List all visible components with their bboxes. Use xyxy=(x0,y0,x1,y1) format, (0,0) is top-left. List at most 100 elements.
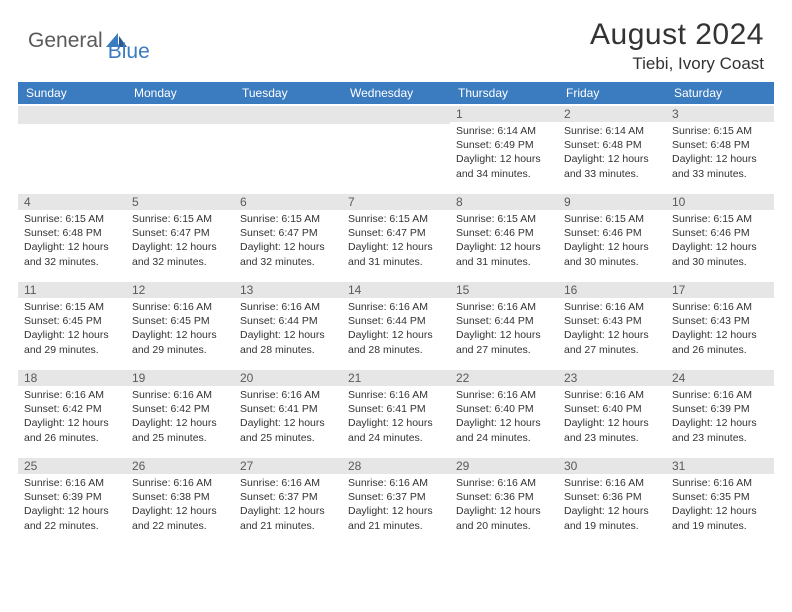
sunrise-text: Sunrise: 6:16 AM xyxy=(672,388,768,402)
sunset-text: Sunset: 6:39 PM xyxy=(24,490,120,504)
logo: General Blue xyxy=(28,18,150,64)
sunset-text: Sunset: 6:41 PM xyxy=(240,402,336,416)
sunrise-text: Sunrise: 6:16 AM xyxy=(240,388,336,402)
sunrise-text: Sunrise: 6:15 AM xyxy=(456,212,552,226)
day-number-bar: 8 xyxy=(450,194,558,210)
day-info: Sunrise: 6:16 AMSunset: 6:37 PMDaylight:… xyxy=(240,476,336,533)
sunrise-text: Sunrise: 6:16 AM xyxy=(456,476,552,490)
day-number-bar: 9 xyxy=(558,194,666,210)
day-cell: 2 Sunrise: 6:14 AMSunset: 6:48 PMDaylight… xyxy=(558,104,666,192)
day-number-bar: 23 xyxy=(558,370,666,386)
day-number-bar: 13 xyxy=(234,282,342,298)
day-number: 5 xyxy=(132,195,228,209)
day-number-bar: 3 xyxy=(666,106,774,122)
day-cell: 14 Sunrise: 6:16 AMSunset: 6:44 PMDayligh… xyxy=(342,280,450,368)
day-info: Sunrise: 6:16 AMSunset: 6:41 PMDaylight:… xyxy=(348,388,444,445)
day-number: 27 xyxy=(240,459,336,473)
day-cell: 16 Sunrise: 6:16 AMSunset: 6:43 PMDayligh… xyxy=(558,280,666,368)
daylight-text: Daylight: 12 hours and 19 minutes. xyxy=(564,504,660,532)
day-cell: 31Sunrise: 6:16 AMSunset: 6:35 PMDayligh… xyxy=(666,456,774,544)
day-info: Sunrise: 6:15 AMSunset: 6:46 PMDaylight:… xyxy=(456,212,552,269)
day-number-bar: 12 xyxy=(126,282,234,298)
empty-day-bar xyxy=(18,106,126,124)
day-cell: 6Sunrise: 6:15 AMSunset: 6:47 PMDaylight… xyxy=(234,192,342,280)
day-number: 31 xyxy=(672,459,768,473)
day-number-bar: 14 xyxy=(342,282,450,298)
day-cell: 3 Sunrise: 6:15 AMSunset: 6:48 PMDaylight… xyxy=(666,104,774,192)
sunrise-text: Sunrise: 6:16 AM xyxy=(456,388,552,402)
sunrise-text: Sunrise: 6:15 AM xyxy=(564,212,660,226)
day-cell: 7Sunrise: 6:15 AMSunset: 6:47 PMDaylight… xyxy=(342,192,450,280)
week-row: 1Sunrise: 6:14 AMSunset: 6:49 PMDaylight… xyxy=(18,104,774,192)
sunrise-text: Sunrise: 6:16 AM xyxy=(672,476,768,490)
day-info: Sunrise: 6:15 AMSunset: 6:46 PMDaylight:… xyxy=(672,212,768,269)
sunrise-text: Sunrise: 6:15 AM xyxy=(132,212,228,226)
day-cell: 9 Sunrise: 6:15 AMSunset: 6:46 PMDaylight… xyxy=(558,192,666,280)
day-cell: 18Sunrise: 6:16 AMSunset: 6:42 PMDayligh… xyxy=(18,368,126,456)
empty-day-bar xyxy=(234,106,342,124)
day-number: 3 xyxy=(672,107,768,121)
sunset-text: Sunset: 6:42 PM xyxy=(132,402,228,416)
day-cell: 12Sunrise: 6:16 AMSunset: 6:45 PMDayligh… xyxy=(126,280,234,368)
location-label: Tiebi, Ivory Coast xyxy=(590,54,764,74)
sunrise-text: Sunrise: 6:16 AM xyxy=(24,388,120,402)
day-cell: 23 Sunrise: 6:16 AMSunset: 6:40 PMDayligh… xyxy=(558,368,666,456)
daylight-text: Daylight: 12 hours and 21 minutes. xyxy=(348,504,444,532)
day-info: Sunrise: 6:16 AMSunset: 6:41 PMDaylight:… xyxy=(240,388,336,445)
day-number: 12 xyxy=(132,283,228,297)
daylight-text: Daylight: 12 hours and 34 minutes. xyxy=(456,152,552,180)
day-info: Sunrise: 6:15 AMSunset: 6:46 PMDaylight:… xyxy=(564,212,660,269)
sunset-text: Sunset: 6:38 PM xyxy=(132,490,228,504)
sunrise-text: Sunrise: 6:16 AM xyxy=(456,300,552,314)
day-number: 16 xyxy=(564,283,660,297)
day-header-thu: Thursday xyxy=(450,82,558,104)
day-number-bar: 22 xyxy=(450,370,558,386)
day-cell: 25Sunrise: 6:16 AMSunset: 6:39 PMDayligh… xyxy=(18,456,126,544)
day-cell: 29Sunrise: 6:16 AMSunset: 6:36 PMDayligh… xyxy=(450,456,558,544)
day-number: 2 xyxy=(564,107,660,121)
day-number: 14 xyxy=(348,283,444,297)
day-info: Sunrise: 6:14 AMSunset: 6:48 PMDaylight:… xyxy=(564,124,660,181)
weeks-container: 1Sunrise: 6:14 AMSunset: 6:49 PMDaylight… xyxy=(18,104,774,544)
sunset-text: Sunset: 6:42 PM xyxy=(24,402,120,416)
day-number-bar: 19 xyxy=(126,370,234,386)
daylight-text: Daylight: 12 hours and 22 minutes. xyxy=(132,504,228,532)
day-info: Sunrise: 6:16 AMSunset: 6:44 PMDaylight:… xyxy=(240,300,336,357)
sunset-text: Sunset: 6:49 PM xyxy=(456,138,552,152)
day-number-bar: 7 xyxy=(342,194,450,210)
day-number-bar: 17 xyxy=(666,282,774,298)
day-info: Sunrise: 6:16 AMSunset: 6:39 PMDaylight:… xyxy=(672,388,768,445)
day-number-bar: 11 xyxy=(18,282,126,298)
daylight-text: Daylight: 12 hours and 31 minutes. xyxy=(348,240,444,268)
day-info: Sunrise: 6:16 AMSunset: 6:39 PMDaylight:… xyxy=(24,476,120,533)
day-number-bar: 5 xyxy=(126,194,234,210)
sunset-text: Sunset: 6:47 PM xyxy=(348,226,444,240)
day-header-sat: Saturday xyxy=(666,82,774,104)
sunset-text: Sunset: 6:44 PM xyxy=(240,314,336,328)
day-info: Sunrise: 6:15 AMSunset: 6:45 PMDaylight:… xyxy=(24,300,120,357)
day-number-bar: 4 xyxy=(18,194,126,210)
daylight-text: Daylight: 12 hours and 29 minutes. xyxy=(132,328,228,356)
daylight-text: Daylight: 12 hours and 22 minutes. xyxy=(24,504,120,532)
day-number-bar: 28 xyxy=(342,458,450,474)
day-info: Sunrise: 6:16 AMSunset: 6:43 PMDaylight:… xyxy=(564,300,660,357)
day-info: Sunrise: 6:14 AMSunset: 6:49 PMDaylight:… xyxy=(456,124,552,181)
sunset-text: Sunset: 6:39 PM xyxy=(672,402,768,416)
day-info: Sunrise: 6:16 AMSunset: 6:40 PMDaylight:… xyxy=(564,388,660,445)
day-cell xyxy=(18,104,126,192)
daylight-text: Daylight: 12 hours and 27 minutes. xyxy=(564,328,660,356)
day-number-bar: 15 xyxy=(450,282,558,298)
day-cell: 1Sunrise: 6:14 AMSunset: 6:49 PMDaylight… xyxy=(450,104,558,192)
day-info: Sunrise: 6:15 AMSunset: 6:48 PMDaylight:… xyxy=(672,124,768,181)
day-number: 24 xyxy=(672,371,768,385)
day-cell: 13 Sunrise: 6:16 AMSunset: 6:44 PMDayligh… xyxy=(234,280,342,368)
daylight-text: Daylight: 12 hours and 24 minutes. xyxy=(456,416,552,444)
sunrise-text: Sunrise: 6:15 AM xyxy=(24,212,120,226)
day-number-bar: 6 xyxy=(234,194,342,210)
sunset-text: Sunset: 6:36 PM xyxy=(564,490,660,504)
daylight-text: Daylight: 12 hours and 24 minutes. xyxy=(348,416,444,444)
day-info: Sunrise: 6:16 AMSunset: 6:44 PMDaylight:… xyxy=(348,300,444,357)
day-number-bar: 31 xyxy=(666,458,774,474)
day-header-fri: Friday xyxy=(558,82,666,104)
day-number: 19 xyxy=(132,371,228,385)
